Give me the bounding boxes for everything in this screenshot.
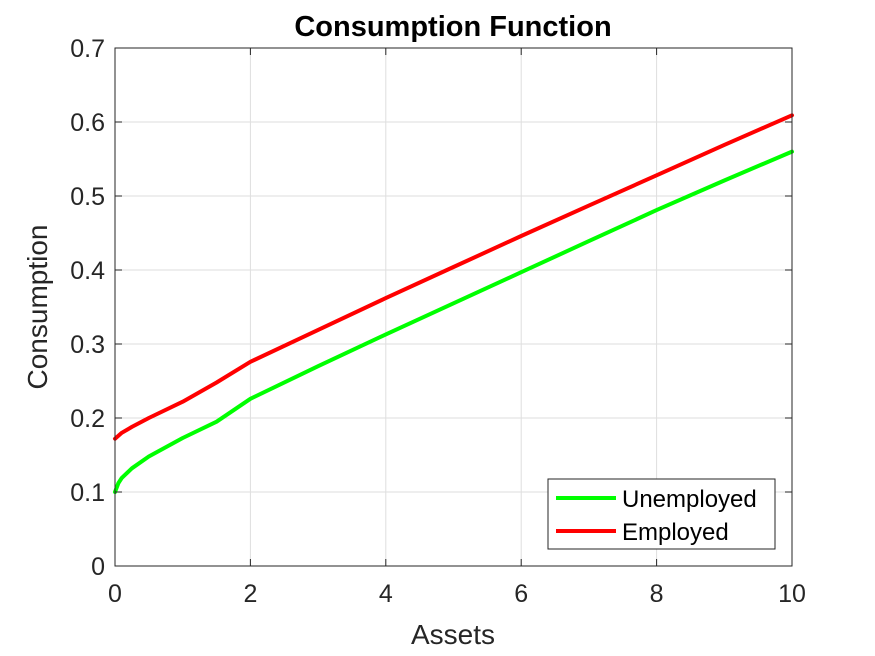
legend: Unemployed Employed bbox=[547, 478, 776, 550]
tick-labels: 0 2 4 6 8 10 0 0.1 0.2 0.3 0.4 0.5 0.6 0.7 bbox=[70, 35, 806, 608]
y-tick-label: 0.4 bbox=[70, 257, 105, 285]
legend-label-unemployed: Unemployed bbox=[622, 486, 757, 513]
y-tick-label: 0.5 bbox=[70, 183, 105, 211]
plot-frame bbox=[114, 47, 793, 567]
chart-title: Consumption Function bbox=[294, 11, 611, 43]
x-axis-label: Assets bbox=[411, 619, 495, 650]
series-layer bbox=[113, 113, 794, 494]
x-tick-label: 0 bbox=[108, 580, 122, 608]
y-tick-label: 0.3 bbox=[70, 331, 105, 359]
x-tick-label: 10 bbox=[778, 580, 806, 608]
legend-box bbox=[547, 478, 776, 550]
y-tick-label: 0.7 bbox=[70, 35, 105, 63]
ticks bbox=[114, 47, 793, 567]
series-line-employed bbox=[113, 113, 794, 441]
y-axis-label: Consumption bbox=[22, 225, 53, 390]
y-tick-label: 0 bbox=[91, 553, 105, 581]
y-tick-label: 0.6 bbox=[70, 109, 105, 137]
grid bbox=[115, 48, 792, 566]
x-tick-label: 4 bbox=[379, 580, 393, 608]
x-tick-label: 8 bbox=[650, 580, 664, 608]
y-tick-label: 0.1 bbox=[70, 479, 105, 507]
legend-label-employed: Employed bbox=[622, 519, 729, 546]
series-line-unemployed bbox=[113, 149, 794, 494]
y-tick-label: 0.2 bbox=[70, 405, 105, 433]
x-tick-label: 6 bbox=[514, 580, 528, 608]
x-tick-label: 2 bbox=[243, 580, 257, 608]
